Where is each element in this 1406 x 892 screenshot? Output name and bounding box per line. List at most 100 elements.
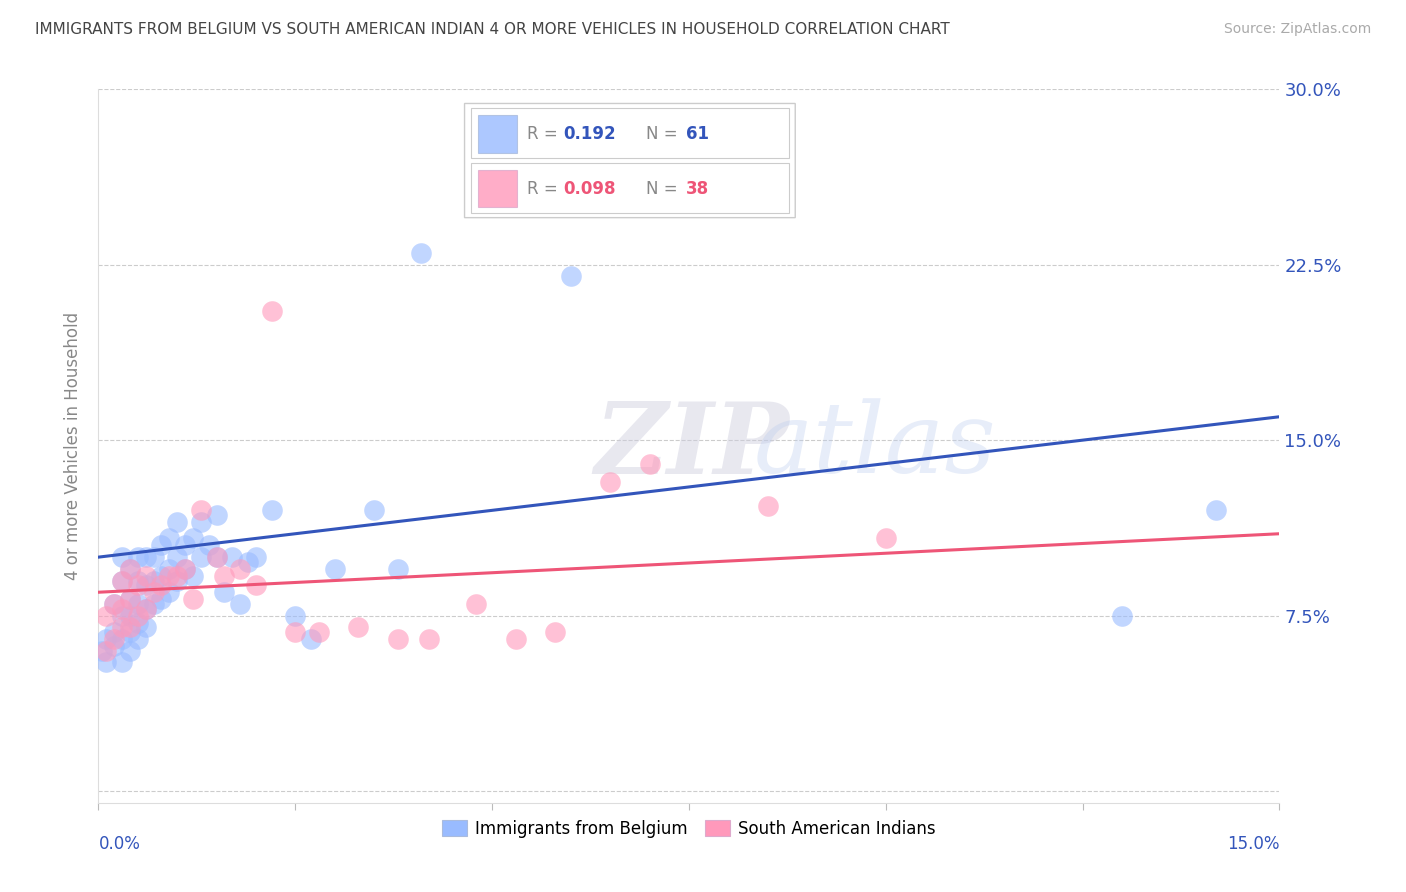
Point <box>111 608 134 623</box>
Point <box>875 532 897 546</box>
Point <box>127 550 149 565</box>
Point <box>118 562 141 576</box>
Point <box>166 550 188 565</box>
Point <box>135 569 157 583</box>
Point <box>127 615 149 630</box>
Point <box>111 601 134 615</box>
Point <box>166 574 188 588</box>
Point <box>135 620 157 634</box>
Point <box>284 625 307 640</box>
Point <box>363 503 385 517</box>
Point <box>118 620 141 634</box>
Point <box>387 562 409 576</box>
Point <box>190 503 212 517</box>
Point <box>103 597 125 611</box>
Point <box>96 656 118 670</box>
Point <box>190 550 212 565</box>
Point <box>214 569 236 583</box>
Point <box>166 515 188 529</box>
Point <box>142 585 165 599</box>
Point <box>111 620 134 634</box>
Point <box>150 569 173 583</box>
Point <box>181 592 204 607</box>
Point <box>465 597 488 611</box>
Point <box>260 503 283 517</box>
Point <box>127 574 149 588</box>
Point <box>560 269 582 284</box>
Point <box>103 632 125 646</box>
Point <box>245 578 267 592</box>
Text: Source: ZipAtlas.com: Source: ZipAtlas.com <box>1223 22 1371 37</box>
Point <box>181 532 204 546</box>
Point <box>118 644 141 658</box>
Point <box>229 597 252 611</box>
Point <box>260 304 283 318</box>
Point <box>135 550 157 565</box>
Legend: Immigrants from Belgium, South American Indians: Immigrants from Belgium, South American … <box>436 814 942 845</box>
Point <box>284 608 307 623</box>
Point <box>111 656 134 670</box>
Point <box>205 508 228 522</box>
Point <box>118 608 141 623</box>
Point <box>174 562 197 576</box>
Text: atlas: atlas <box>754 399 997 493</box>
Point <box>127 632 149 646</box>
Point <box>118 592 141 607</box>
Point <box>103 597 125 611</box>
Point <box>299 632 322 646</box>
Point <box>197 538 219 552</box>
Text: IMMIGRANTS FROM BELGIUM VS SOUTH AMERICAN INDIAN 4 OR MORE VEHICLES IN HOUSEHOLD: IMMIGRANTS FROM BELGIUM VS SOUTH AMERICA… <box>35 22 950 37</box>
Point <box>111 574 134 588</box>
Point <box>347 620 370 634</box>
Point <box>205 550 228 565</box>
Point <box>127 608 149 623</box>
Point <box>96 608 118 623</box>
Point <box>638 457 661 471</box>
Point <box>118 592 141 607</box>
Point <box>157 585 180 599</box>
Point <box>142 597 165 611</box>
Point <box>96 644 118 658</box>
Point <box>111 574 134 588</box>
Point <box>150 578 173 592</box>
Point <box>135 601 157 615</box>
Point <box>103 639 125 653</box>
Point <box>387 632 409 646</box>
Point <box>221 550 243 565</box>
Point <box>91 644 114 658</box>
Point <box>96 632 118 646</box>
Point <box>142 550 165 565</box>
Point <box>236 555 259 569</box>
Y-axis label: 4 or more Vehicles in Household: 4 or more Vehicles in Household <box>65 312 83 580</box>
Text: ZIP: ZIP <box>595 398 789 494</box>
Point <box>205 550 228 565</box>
Point <box>190 515 212 529</box>
Point <box>214 585 236 599</box>
Point <box>308 625 330 640</box>
Point <box>142 574 165 588</box>
Point <box>756 499 779 513</box>
Point <box>323 562 346 576</box>
Point <box>118 625 141 640</box>
Point <box>174 562 197 576</box>
Point <box>174 538 197 552</box>
Point <box>505 632 527 646</box>
Point <box>157 569 180 583</box>
Point <box>135 601 157 615</box>
Point <box>166 569 188 583</box>
Point <box>157 532 180 546</box>
Point <box>103 625 125 640</box>
Point <box>150 592 173 607</box>
Point <box>135 578 157 592</box>
Text: 15.0%: 15.0% <box>1227 835 1279 853</box>
Point <box>411 246 433 260</box>
Point <box>599 475 621 490</box>
Text: 0.0%: 0.0% <box>98 835 141 853</box>
Point <box>229 562 252 576</box>
Point <box>245 550 267 565</box>
Point <box>1205 503 1227 517</box>
Point <box>111 632 134 646</box>
Point <box>157 562 180 576</box>
Point <box>127 578 149 592</box>
Point <box>118 562 141 576</box>
